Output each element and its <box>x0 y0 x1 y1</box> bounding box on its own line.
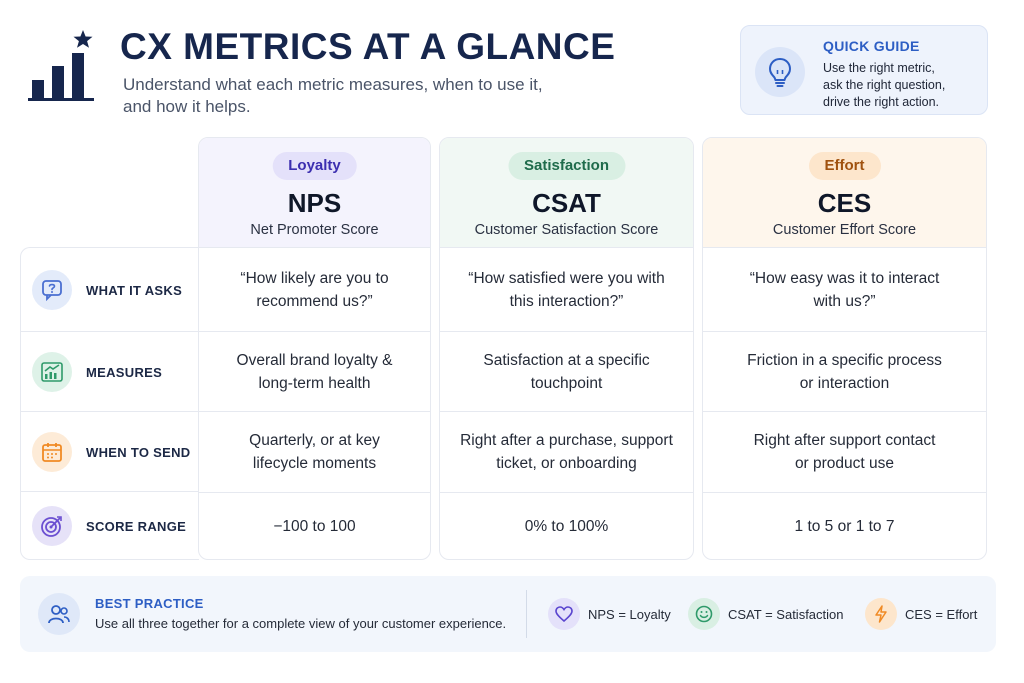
nps-column-header: Loyalty NPS Net Promoter Score <box>199 138 430 248</box>
cell-line: this interaction?” <box>509 292 624 310</box>
cell-line: touchpoint <box>530 374 603 392</box>
row-label-text: MEASURES <box>86 364 163 380</box>
cell-line: Quarterly, or at key <box>249 432 380 449</box>
csat-column-header: Satisfaction CSAT Customer Satisfaction … <box>440 138 693 248</box>
cell-line: Right after support contact <box>753 432 936 449</box>
smiley-icon <box>688 598 720 630</box>
cell-line: or product use <box>794 455 895 472</box>
cell-line: ticket, or onboarding <box>496 455 637 472</box>
cell-line: or interaction <box>799 374 890 392</box>
quick-guide-card: QUICK GUIDE Use the right metric, ask th… <box>740 25 988 115</box>
footer-divider <box>526 590 527 638</box>
lightning-icon <box>865 598 897 630</box>
row-label-text: SCORE RANGE <box>86 518 187 534</box>
csat-full-name: Customer Satisfaction Score <box>474 222 659 238</box>
row-label-score-range: SCORE RANGE <box>21 492 199 560</box>
cell-line: with us?” <box>813 292 876 310</box>
row-label-measures: MEASURES <box>21 332 199 412</box>
row-label-what-it-asks: WHAT IT ASKS <box>21 248 199 332</box>
page-title: CX METRICS AT A GLANCE <box>120 26 616 67</box>
ces-column: Effort CES Customer Effort Score “How ea… <box>702 137 987 560</box>
cell-line: “How easy was it to interact <box>749 269 940 287</box>
ces-what-it-asks: “How easy was it to interact with us?” <box>703 248 986 331</box>
quick-guide-text: Use the right metric, ask the right ques… <box>823 60 983 111</box>
effort-badge: Effort <box>808 152 881 180</box>
nps-what-it-asks: “How likely are you to recommend us?” <box>199 248 430 331</box>
heart-icon <box>548 598 580 630</box>
nps-abbreviation: NPS <box>287 188 342 218</box>
csat-what-it-asks: “How satisfied were you with this interac… <box>440 248 693 331</box>
growth-chart-icon <box>32 352 72 392</box>
quick-guide-line: Use the right metric, <box>823 61 935 75</box>
ces-column-header: Effort CES Customer Effort Score <box>703 138 986 248</box>
quick-guide-line: ask the right question, <box>823 78 946 92</box>
satisfaction-badge: Satisfaction <box>507 152 626 180</box>
cell-line: long-term health <box>258 374 371 392</box>
row-label-when-to-send: WHEN TO SEND <box>21 412 199 492</box>
legend-text: CSAT = Satisfaction <box>728 606 844 622</box>
loyalty-badge: Loyalty <box>272 152 357 180</box>
legend-ces: CES = Effort <box>865 598 977 630</box>
users-icon <box>38 593 80 635</box>
cell-line: “How satisfied were you with <box>468 269 665 287</box>
csat-when-to-send: Right after a purchase, support ticket, o… <box>440 412 693 492</box>
ces-measures: Friction in a specific process or interac… <box>703 332 986 411</box>
ces-full-name: Customer Effort Score <box>772 222 917 238</box>
ces-abbreviation: CES <box>817 188 872 218</box>
row-labels: WHAT IT ASKS MEASURES WHEN TO SEND SCORE… <box>20 247 199 560</box>
best-practice-footer: BEST PRACTICE Use all three together for… <box>20 576 996 652</box>
cell-line: lifecycle moments <box>252 455 377 472</box>
row-label-text: WHAT IT ASKS <box>86 282 183 298</box>
cell-line: Overall brand loyalty & <box>236 351 393 369</box>
nps-when-to-send: Quarterly, or at key lifecycle moments <box>199 412 430 492</box>
nps-full-name: Net Promoter Score <box>250 222 379 238</box>
calendar-icon <box>32 432 72 472</box>
csat-abbreviation: CSAT <box>532 188 601 218</box>
lightbulb-icon <box>755 47 805 97</box>
legend-nps: NPS = Loyalty <box>548 598 671 630</box>
cell-line: “How likely are you to <box>240 269 389 287</box>
best-practice-title: BEST PRACTICE <box>95 596 204 611</box>
csat-score-range: 0% to 100% <box>524 517 609 535</box>
cell-line: Satisfaction at a specific <box>483 351 650 369</box>
nps-score-range: −100 to 100 <box>273 517 356 535</box>
question-bubble-icon <box>32 270 72 310</box>
cell-line: Friction in a specific process <box>747 351 942 369</box>
legend-csat: CSAT = Satisfaction <box>688 598 844 630</box>
nps-measures: Overall brand loyalty & long-term health <box>199 332 430 411</box>
bar-chart-star-logo-icon <box>28 30 94 101</box>
target-icon <box>32 506 72 546</box>
subtitle-line-2: and how it helps. <box>123 97 251 116</box>
legend-text: CES = Effort <box>905 606 978 622</box>
legend-text: NPS = Loyalty <box>588 606 671 622</box>
page-subtitle: Understand what each metric measures, wh… <box>123 74 643 118</box>
ces-score-range: 1 to 5 or 1 to 7 <box>794 517 895 535</box>
ces-when-to-send: Right after support contact or product us… <box>703 412 986 492</box>
subtitle-line-1: Understand what each metric measures, wh… <box>123 75 543 94</box>
nps-column: Loyalty NPS Net Promoter Score “How like… <box>198 137 431 560</box>
csat-measures: Satisfaction at a specific touchpoint <box>440 332 693 411</box>
cell-line: recommend us?” <box>256 292 373 310</box>
row-label-text: WHEN TO SEND <box>86 444 191 460</box>
csat-column: Satisfaction CSAT Customer Satisfaction … <box>439 137 694 560</box>
quick-guide-title: QUICK GUIDE <box>823 38 920 54</box>
best-practice-text: Use all three together for a complete vi… <box>95 616 507 631</box>
cell-line: Right after a purchase, support <box>460 432 673 449</box>
quick-guide-line: drive the right action. <box>823 95 940 109</box>
